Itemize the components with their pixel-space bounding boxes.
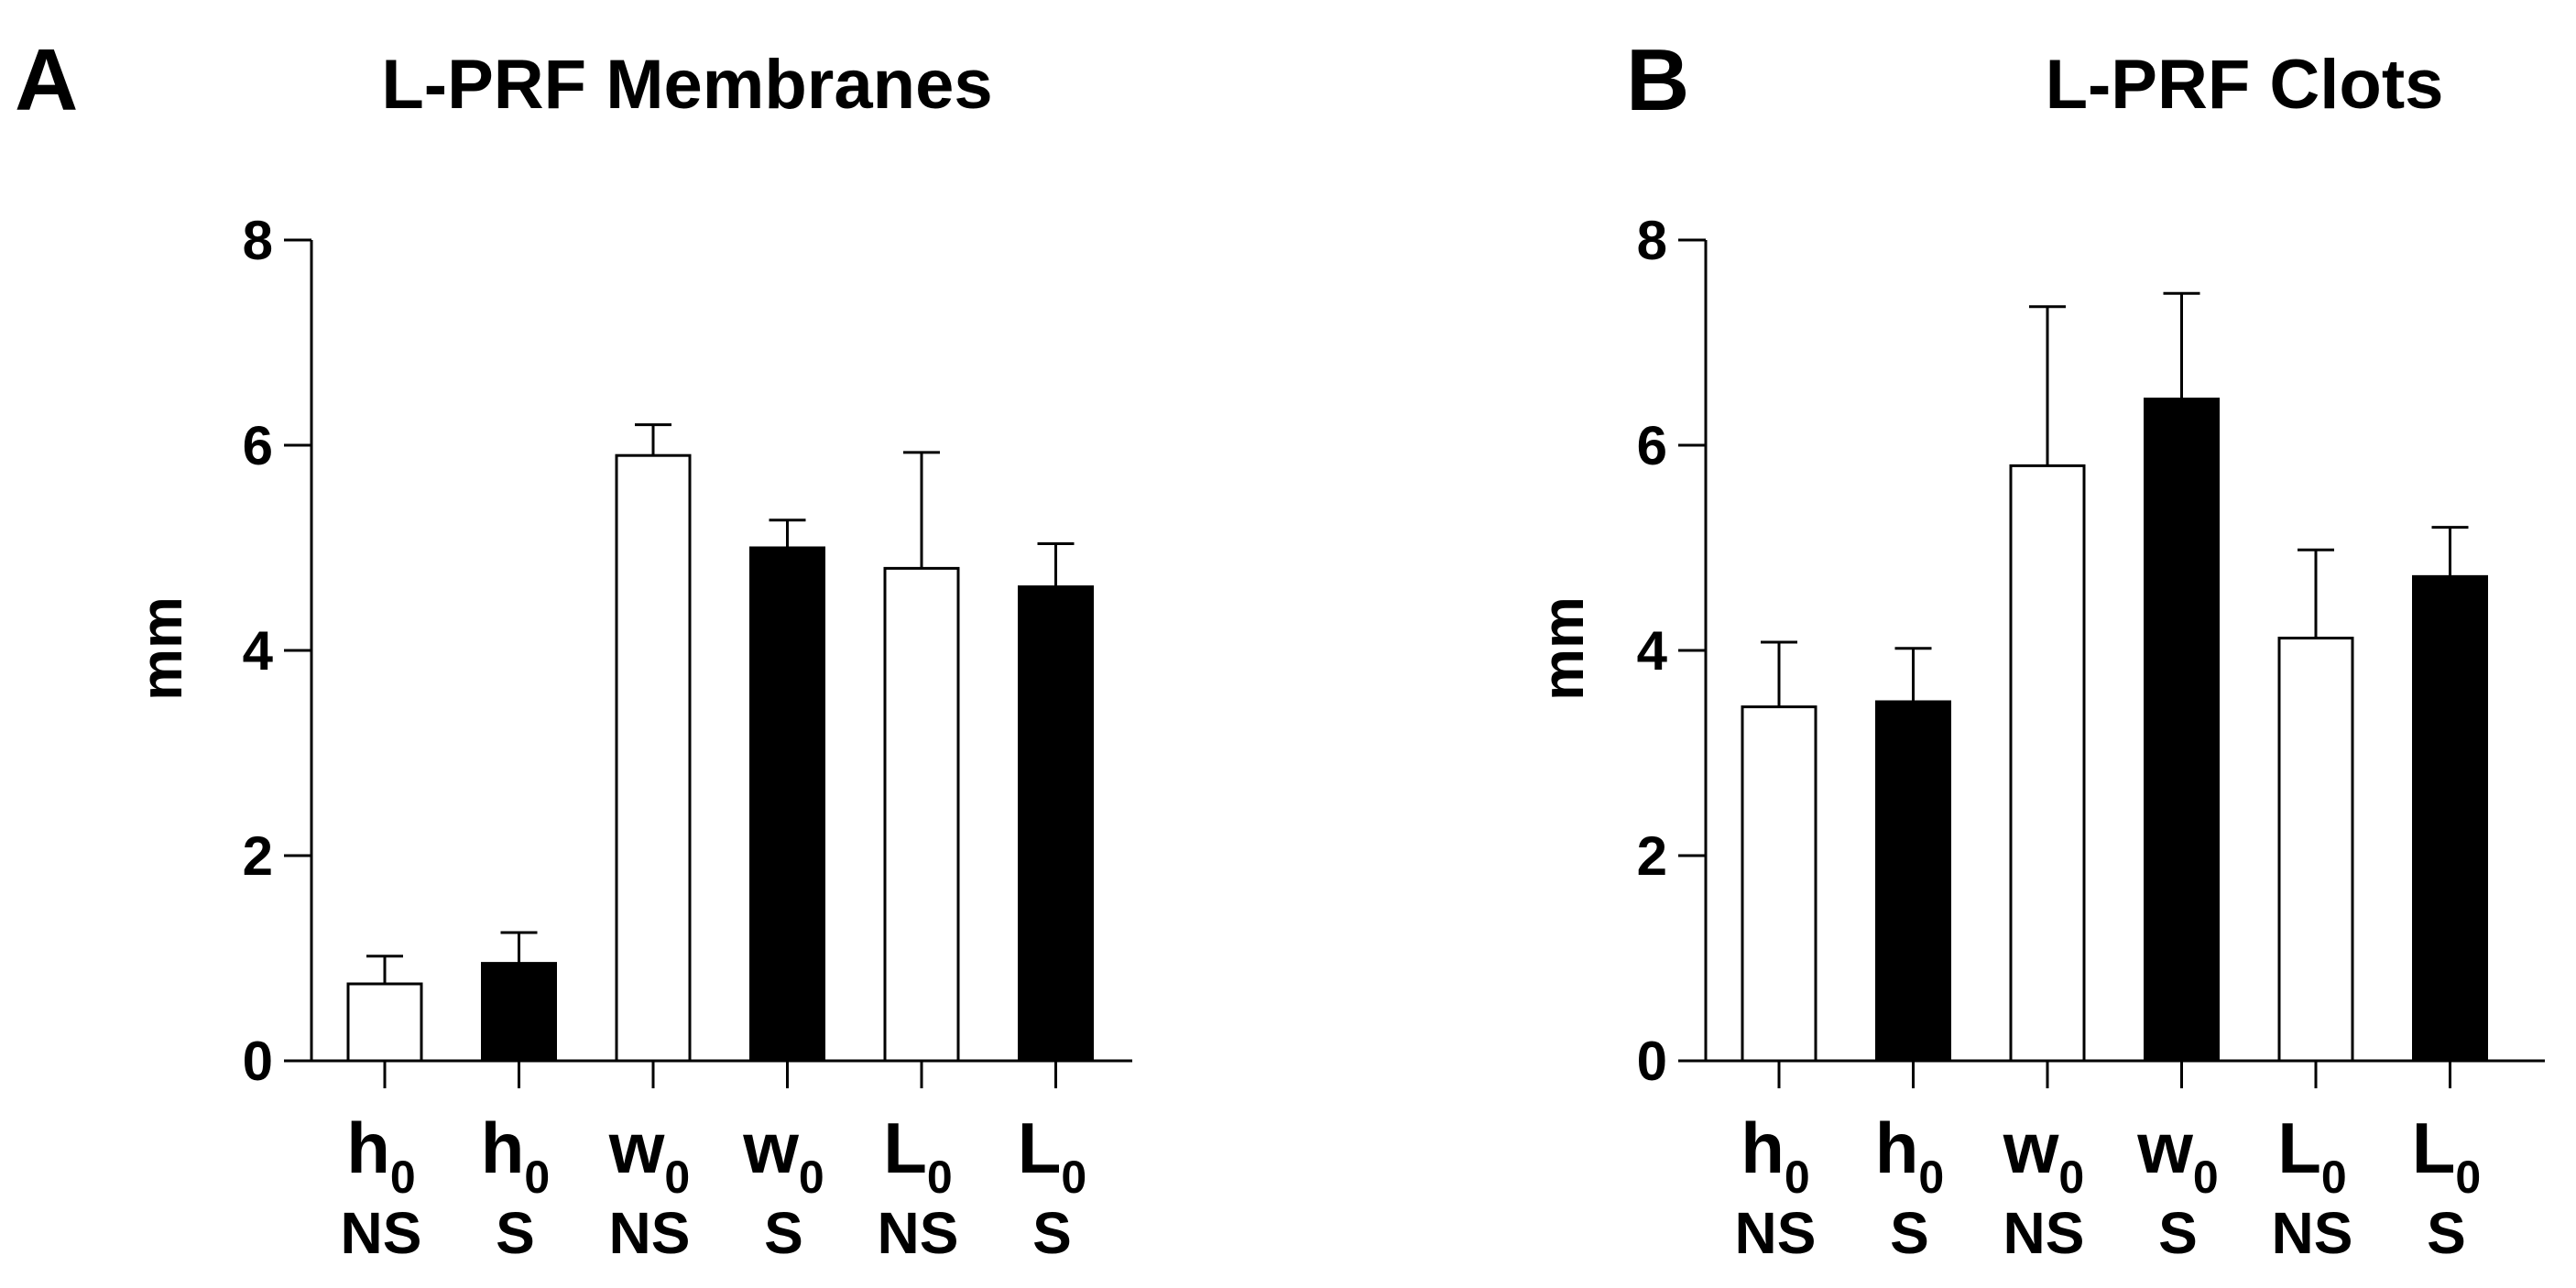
- x-tick-label: h0: [1741, 1108, 1809, 1203]
- x-tick-label-subscript: 0: [1785, 1152, 1810, 1203]
- x-tick-label: L0: [2277, 1108, 2346, 1203]
- y-tick-label: 6: [1637, 415, 1667, 476]
- chart-title: L-PRF Clots: [2046, 46, 2444, 124]
- x-tick-group-label: NS: [878, 1200, 959, 1266]
- x-tick-label-subscript: 0: [664, 1152, 690, 1203]
- x-tick-group-label: S: [496, 1200, 535, 1266]
- bar: [883, 566, 960, 1063]
- x-tick-label-subscript: 0: [1918, 1152, 1944, 1203]
- x-tick-label: w0: [742, 1108, 824, 1203]
- bar: [1018, 585, 1094, 1063]
- bar: [749, 546, 825, 1063]
- y-tick-label: 0: [1637, 1031, 1667, 1092]
- bar: [481, 962, 557, 1063]
- x-tick-group-label: S: [2427, 1200, 2466, 1266]
- x-tick-label-subscript: 0: [524, 1152, 550, 1203]
- x-tick-label: w0: [2003, 1108, 2084, 1203]
- x-tick-label-subscript: 0: [1061, 1152, 1086, 1203]
- bar: [346, 982, 423, 1063]
- bar: [615, 453, 692, 1063]
- x-tick-label-main: L: [883, 1108, 927, 1188]
- x-tick-label-subscript: 0: [2321, 1152, 2347, 1203]
- y-axis-label: mm: [128, 596, 194, 701]
- x-tick-label: h0: [481, 1108, 550, 1203]
- x-tick-label-main: h: [1875, 1108, 1919, 1188]
- x-tick-label-subscript: 0: [2058, 1152, 2084, 1203]
- x-tick-label-main: w: [2136, 1108, 2193, 1188]
- bar: [2277, 637, 2354, 1063]
- x-tick-label: w0: [2136, 1108, 2218, 1203]
- x-tick-label: L0: [1018, 1108, 1086, 1203]
- x-tick-label: w0: [608, 1108, 690, 1203]
- x-tick-label: h0: [1875, 1108, 1944, 1203]
- x-tick-label-main: L: [1018, 1108, 1062, 1188]
- x-tick-group-label: NS: [1735, 1200, 1817, 1266]
- x-tick-label: L0: [2412, 1108, 2481, 1203]
- x-tick-group-label: NS: [341, 1200, 422, 1266]
- x-tick-label-main: w: [608, 1108, 665, 1188]
- x-tick-group-label: S: [764, 1200, 803, 1266]
- x-tick-label-subscript: 0: [799, 1152, 824, 1203]
- y-axis-label: mm: [1530, 596, 1596, 701]
- y-tick-label: 4: [243, 620, 274, 682]
- x-tick-group-label: S: [1032, 1200, 1072, 1266]
- x-tick-label-subscript: 0: [2455, 1152, 2481, 1203]
- x-tick-label-main: L: [2277, 1108, 2321, 1188]
- x-tick-label-subscript: 0: [927, 1152, 953, 1203]
- x-tick-group-label: S: [1890, 1200, 1929, 1266]
- bar: [1741, 705, 1817, 1063]
- x-tick-label-main: w: [2003, 1108, 2059, 1188]
- x-tick-label-main: h: [346, 1108, 390, 1188]
- bar: [2412, 574, 2488, 1063]
- y-tick-label: 8: [1637, 210, 1667, 271]
- bar: [2144, 398, 2220, 1063]
- bar: [2009, 464, 2086, 1063]
- x-tick-group-label: NS: [2272, 1200, 2353, 1266]
- x-tick-group-label: S: [2158, 1200, 2198, 1266]
- x-tick-group-label: NS: [609, 1200, 691, 1266]
- y-tick-label: 2: [243, 825, 273, 887]
- y-tick-label: 4: [1637, 620, 1668, 682]
- x-tick-label-subscript: 0: [2193, 1152, 2219, 1203]
- x-tick-label-main: L: [2412, 1108, 2456, 1188]
- y-tick-label: 6: [243, 415, 273, 476]
- x-tick-group-label: NS: [2003, 1200, 2085, 1266]
- panel-a: A L-PRF Membranesmm02468h0NSh0Sw0NSw0SL0N…: [15, 31, 1132, 1266]
- chart-title: L-PRF Membranes: [381, 46, 992, 124]
- bar: [1875, 700, 1951, 1063]
- y-tick-label: 2: [1637, 825, 1667, 887]
- x-tick-label-main: h: [481, 1108, 525, 1188]
- panel-label: A: [15, 31, 78, 129]
- x-tick-label-main: h: [1741, 1108, 1785, 1188]
- y-tick-label: 8: [243, 210, 273, 271]
- x-tick-label-subscript: 0: [390, 1152, 416, 1203]
- y-tick-label: 0: [243, 1031, 273, 1092]
- x-tick-label: L0: [883, 1108, 952, 1203]
- x-tick-label: h0: [346, 1108, 415, 1203]
- panel-label: B: [1626, 31, 1689, 129]
- x-tick-label-main: w: [742, 1108, 799, 1188]
